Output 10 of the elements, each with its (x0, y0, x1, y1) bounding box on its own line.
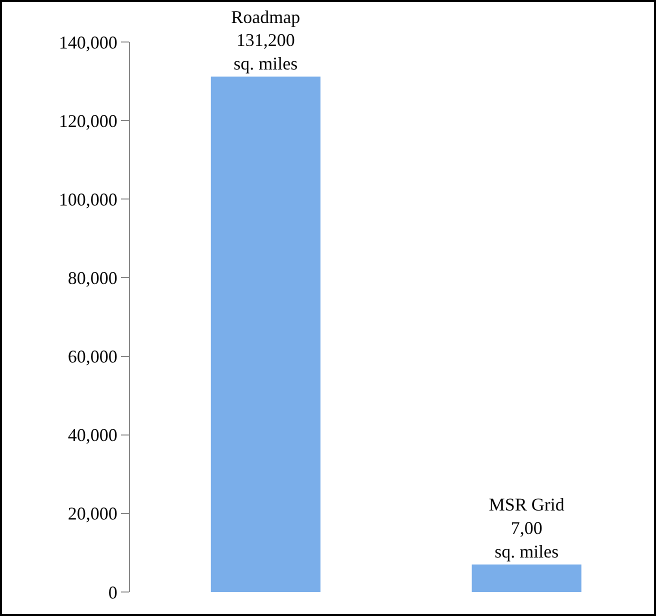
y-tick-label: 100,000 (58, 189, 118, 210)
y-tick-label: 60,000 (68, 346, 118, 367)
data-label: MSR Grid 7,00 sq. miles (488, 494, 564, 562)
y-tick-label: 120,000 (58, 110, 118, 131)
y-tick-label: 140,000 (58, 32, 118, 52)
y-tick-label: 20,000 (68, 504, 118, 524)
y-tick-label: 80,000 (68, 268, 118, 288)
y-tick-label: 40,000 (68, 425, 118, 446)
y-tick-label: 0 (108, 582, 118, 602)
data-label: Roadmap 131,200 sq. miles (231, 6, 300, 74)
